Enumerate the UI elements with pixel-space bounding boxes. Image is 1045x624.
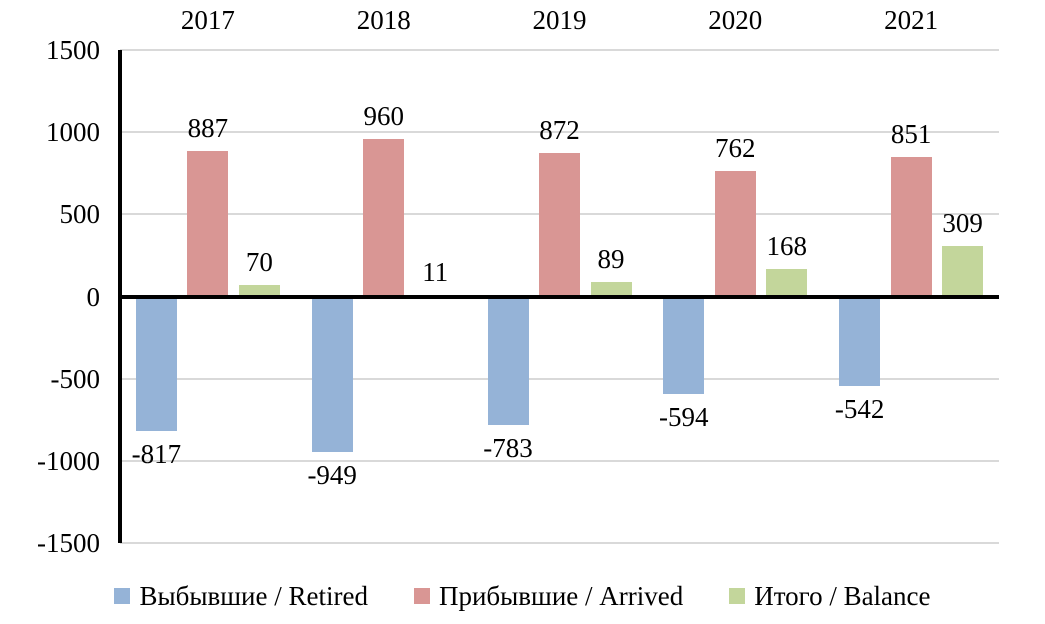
- value-label: 887: [187, 112, 229, 143]
- year-label: 2017: [180, 5, 235, 35]
- bar-retired-2019: [487, 296, 529, 426]
- value-label: 168: [766, 230, 808, 261]
- year-label: 2018: [356, 5, 411, 35]
- y-tick-label: 1000: [46, 117, 100, 148]
- y-tick-label: 0: [86, 281, 101, 312]
- value-label: 89: [597, 243, 625, 274]
- arrived-swatch-icon: [413, 588, 430, 604]
- gridline: [120, 377, 999, 380]
- legend-label-balance: Итого / Balance: [754, 581, 931, 611]
- value-label: -594: [659, 402, 709, 433]
- bar-arrived-2018: [363, 138, 405, 297]
- bar-arrived-2020: [714, 171, 756, 297]
- bar-retired-2018: [311, 296, 353, 453]
- value-label: 762: [715, 133, 756, 164]
- bar-balance-2019: [590, 281, 632, 297]
- bar-retired-2017: [135, 296, 177, 431]
- balance-swatch-icon: [729, 588, 746, 604]
- category-axis: 2017 2018 2019 2020 2021: [0, 0, 1045, 40]
- value-label: 851: [890, 118, 932, 149]
- gridline: [120, 542, 999, 544]
- legend-item-retired: Выбывшие / Retired: [114, 580, 368, 612]
- value-label: -817: [131, 438, 182, 469]
- bar-retired-2020: [663, 296, 705, 395]
- legend: Выбывшие / Retired Прибывшие / Arrived И…: [0, 580, 1045, 612]
- bar-retired-2021: [839, 296, 881, 386]
- y-tick-label: 1500: [46, 35, 100, 65]
- year-label: 2019: [532, 5, 587, 35]
- zero-axis-line: [118, 294, 999, 299]
- gridline: [120, 49, 999, 51]
- bar-balance-2017: [238, 284, 280, 297]
- value-label: -949: [307, 460, 357, 491]
- gridline: [120, 459, 999, 462]
- year-label: 2021: [884, 5, 939, 35]
- value-label: 872: [539, 115, 580, 146]
- y-tick-label: -1000: [37, 445, 100, 476]
- y-axis-line: [118, 50, 122, 543]
- value-label: 11: [422, 256, 449, 287]
- legend-item-balance: Итого / Balance: [729, 580, 931, 612]
- value-label: -783: [483, 433, 533, 464]
- value-label: 70: [245, 246, 273, 277]
- y-tick-label: -500: [50, 363, 101, 394]
- bar-arrived-2021: [890, 156, 932, 297]
- retired-swatch-icon: [114, 588, 131, 604]
- bar-balance-2020: [766, 268, 808, 297]
- legend-label-arrived: Прибывшие / Arrived: [438, 581, 684, 611]
- value-label: -542: [834, 393, 885, 424]
- legend-label-retired: Выбывшие / Retired: [139, 581, 368, 611]
- value-label: 309: [942, 207, 983, 238]
- bar-arrived-2017: [187, 150, 229, 297]
- y-tick-label: -1500: [37, 528, 100, 558]
- legend-item-arrived: Прибывшие / Arrived: [413, 580, 684, 612]
- year-label: 2020: [708, 5, 763, 35]
- gridline: [120, 131, 999, 134]
- bar-arrived-2019: [539, 153, 580, 297]
- value-label: 960: [363, 100, 404, 131]
- y-tick-label: 500: [59, 199, 101, 230]
- bar-balance-2021: [942, 245, 984, 297]
